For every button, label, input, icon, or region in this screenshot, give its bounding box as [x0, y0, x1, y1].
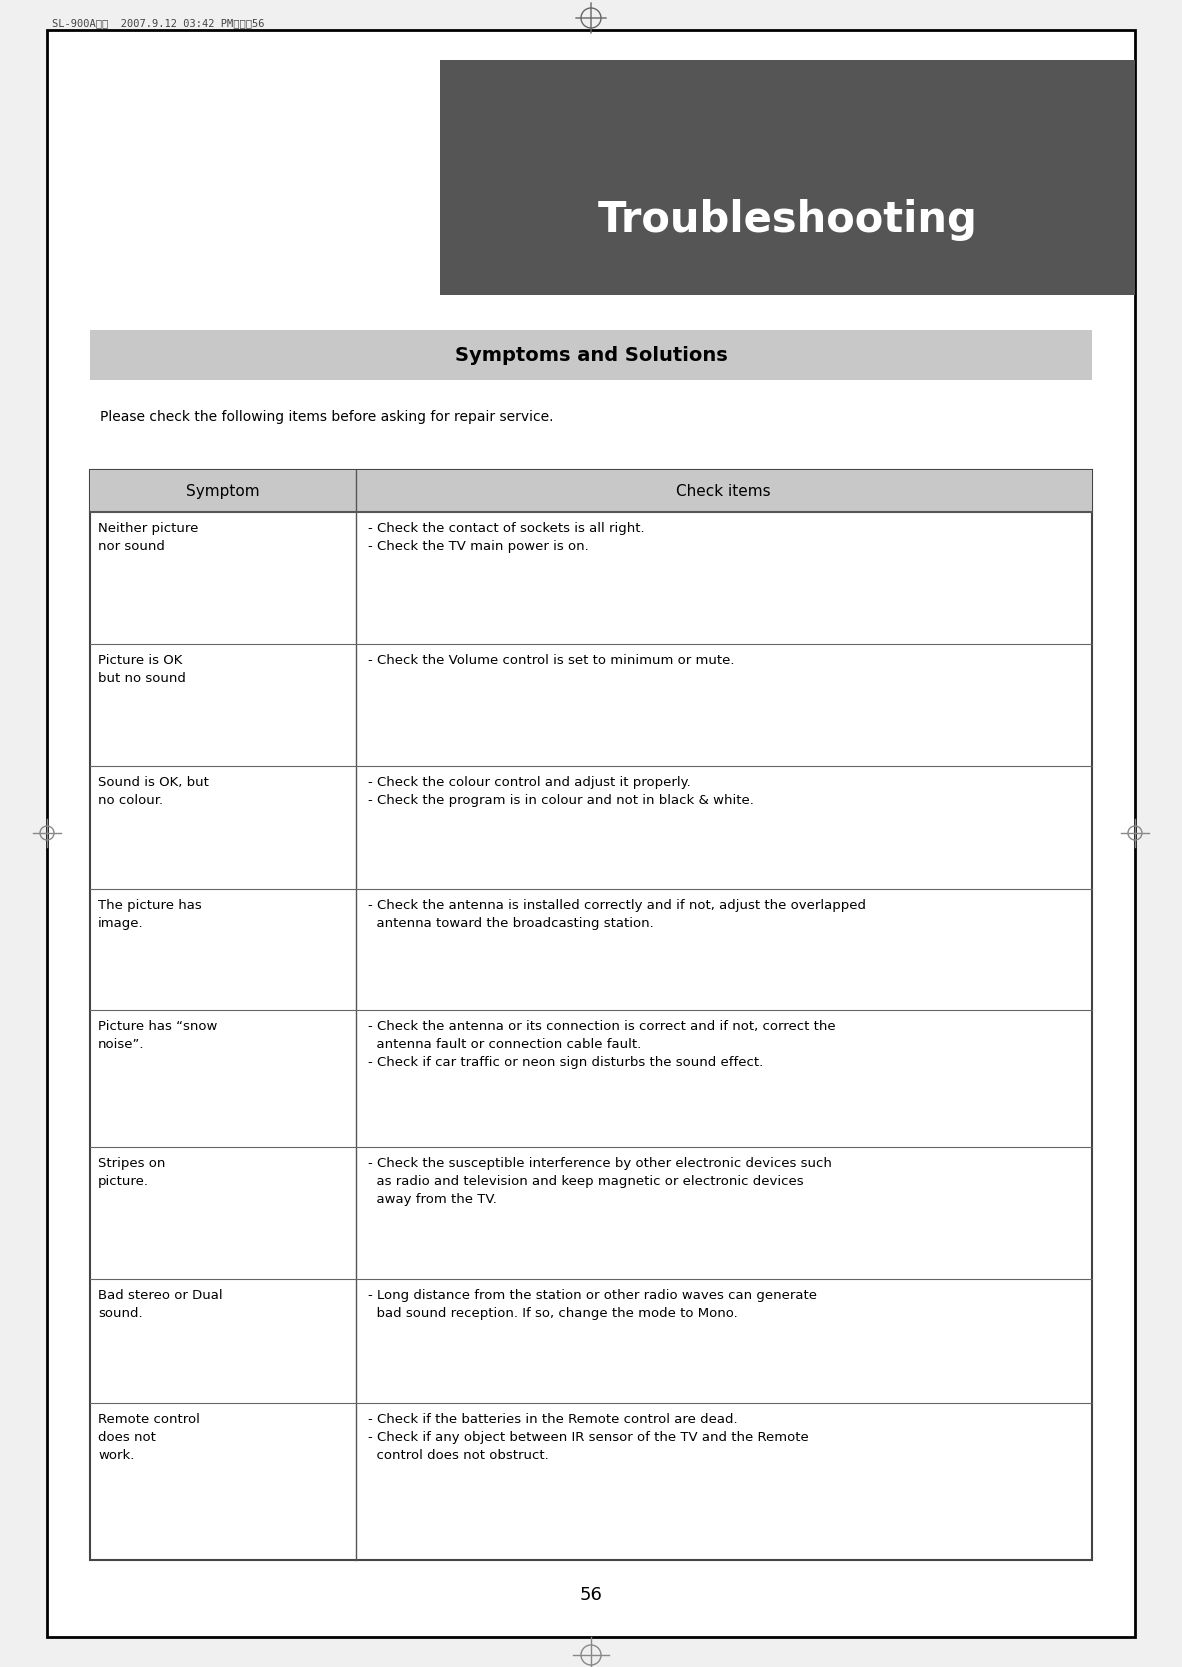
Text: - Long distance from the station or other radio waves can generate
  bad sound r: - Long distance from the station or othe…	[368, 1290, 817, 1320]
Bar	[90, 470, 1092, 512]
Text: - Check the susceptible interference by other electronic devices such
  as radio: - Check the susceptible interference by …	[368, 1157, 831, 1207]
Text: Remote control
does not
work.: Remote control does not work.	[98, 1414, 200, 1462]
Text: - Check the antenna or its connection is correct and if not, correct the
  anten: - Check the antenna or its connection is…	[368, 1020, 836, 1069]
Text: - Check the contact of sockets is all right.
- Check the TV main power is on.: - Check the contact of sockets is all ri…	[368, 522, 644, 553]
Text: 56: 56	[579, 1585, 603, 1604]
Bar	[440, 60, 1135, 295]
Text: Stripes on
picture.: Stripes on picture.	[98, 1157, 165, 1189]
Bar	[90, 470, 1092, 1560]
Text: Bad stereo or Dual
sound.: Bad stereo or Dual sound.	[98, 1290, 222, 1320]
Text: The picture has
image.: The picture has image.	[98, 899, 202, 930]
Text: Sound is OK, but
no colour.: Sound is OK, but no colour.	[98, 775, 209, 807]
Bar	[90, 330, 1092, 380]
Text: Check items: Check items	[676, 483, 771, 498]
Text: Neither picture
nor sound: Neither picture nor sound	[98, 522, 199, 553]
Text: Picture has “snow
noise”.: Picture has “snow noise”.	[98, 1020, 217, 1052]
Text: Symptoms and Solutions: Symptoms and Solutions	[455, 345, 727, 365]
Text: Troubleshooting: Troubleshooting	[598, 198, 978, 240]
Text: - Check if the batteries in the Remote control are dead.
- Check if any object b: - Check if the batteries in the Remote c…	[368, 1414, 808, 1462]
Text: SL-900A영어  2007.9.12 03:42 PM페이지56: SL-900A영어 2007.9.12 03:42 PM페이지56	[52, 18, 265, 28]
Text: Please check the following items before asking for repair service.: Please check the following items before …	[100, 410, 553, 423]
Text: - Check the Volume control is set to minimum or mute.: - Check the Volume control is set to min…	[368, 655, 734, 667]
Text: - Check the antenna is installed correctly and if not, adjust the overlapped
  a: - Check the antenna is installed correct…	[368, 899, 865, 930]
Text: - Check the colour control and adjust it properly.
- Check the program is in col: - Check the colour control and adjust it…	[368, 775, 753, 807]
Text: Picture is OK
but no sound: Picture is OK but no sound	[98, 655, 186, 685]
Text: Symptom: Symptom	[186, 483, 260, 498]
